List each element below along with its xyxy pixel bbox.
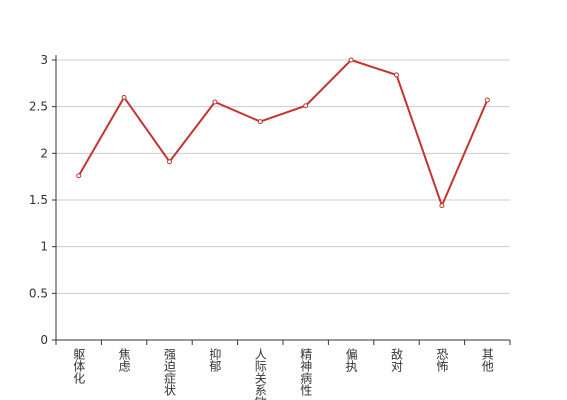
x-tick-label: 抑郁 xyxy=(208,347,222,373)
x-tick-label: 焦虑 xyxy=(117,348,131,372)
point xyxy=(439,203,445,209)
point xyxy=(167,159,172,165)
y-tick-label: 1.5 xyxy=(29,193,48,207)
point xyxy=(257,119,263,125)
x-tick-label: 人际关系敏感 xyxy=(253,348,267,400)
point xyxy=(394,72,399,78)
x-tick-label: 其他 xyxy=(480,348,494,372)
point xyxy=(303,103,309,109)
y-tick-label: 3 xyxy=(40,53,48,67)
x-tick-label: 精神病性 xyxy=(299,348,313,397)
point xyxy=(212,99,218,105)
y-tick-label: 0 xyxy=(40,333,48,347)
line xyxy=(77,58,489,209)
x-tick-label: 躯体化 xyxy=(72,347,86,385)
y-tick-label: 0.5 xyxy=(29,286,48,300)
point xyxy=(348,57,354,63)
y-tick-label: 2.5 xyxy=(29,100,48,114)
point xyxy=(121,94,127,100)
point xyxy=(484,97,490,103)
x-tick-label: 敌对 xyxy=(390,347,404,372)
x-tick-label: 偏执 xyxy=(344,347,358,373)
y-tick-label: 2 xyxy=(40,146,48,160)
x-tick-label: 强迫症状 xyxy=(163,348,177,396)
point xyxy=(76,173,82,179)
x-tick-label: 恐怖 xyxy=(435,348,449,372)
y-tick-label: 1 xyxy=(40,240,48,254)
